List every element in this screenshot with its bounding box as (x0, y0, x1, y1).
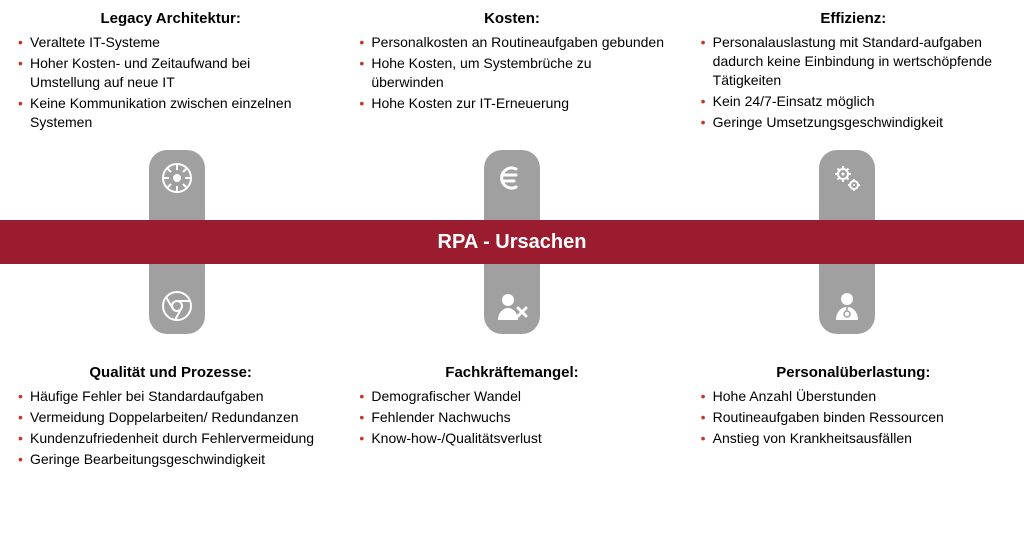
bullets-legacy: Veraltete IT-Systeme Hoher Kosten- und Z… (18, 33, 323, 131)
bullets-fachkraefte: Demografischer Wandel Fehlender Nachwuch… (359, 387, 664, 448)
bullet: Keine Kommunikation zwischen einzelnen S… (18, 94, 323, 132)
top-icon-row (0, 150, 1024, 220)
bullet: Veraltete IT-Systeme (18, 33, 323, 52)
heading-fachkraefte: Fachkräftemangel: (359, 364, 664, 381)
bullet: Hoher Kosten- und Zeitaufwand bei Umstel… (18, 54, 323, 92)
bottom-icon-row (0, 264, 1024, 334)
banner: RPA - Ursachen (0, 220, 1024, 264)
bullet: Geringe Bearbeitungsgeschwindigkeit (18, 450, 323, 469)
bullet: Hohe Kosten zur IT-Erneuerung (359, 94, 664, 113)
bullet: Hohe Kosten, um Systembrüche zu überwind… (359, 54, 664, 92)
bullets-effizienz: Personalauslastung mit Standard-aufgaben… (701, 33, 1006, 131)
doctor-icon (819, 264, 875, 334)
euro-icon (484, 150, 540, 220)
col-fachkraefte: Fachkräftemangel: Demografischer Wandel … (351, 364, 672, 471)
col-legacy: Legacy Architektur: Veraltete IT-Systeme… (10, 10, 331, 150)
top-columns: Legacy Architektur: Veraltete IT-Systeme… (0, 0, 1024, 150)
bullet: Routineaufgaben binden Ressourcen (701, 408, 1006, 427)
bullet: Know-how-/Qualitätsverlust (359, 429, 664, 448)
heading-kosten: Kosten: (359, 10, 664, 27)
bullet: Kundenzufriedenheit durch Fehlervermeidu… (18, 429, 323, 448)
bullet: Personalauslastung mit Standard-aufgaben… (701, 33, 1006, 90)
gears-icon (819, 150, 875, 220)
col-effizienz: Effizienz: Personalauslastung mit Standa… (693, 10, 1014, 150)
bullet: Kein 24/7-Einsatz möglich (701, 92, 1006, 111)
bullet: Geringe Umsetzungsgeschwindigkeit (701, 113, 1006, 132)
heading-personal: Personalüberlastung: (701, 364, 1006, 381)
bullet: Hohe Anzahl Überstunden (701, 387, 1006, 406)
col-qualitaet: Qualität und Prozesse: Häufige Fehler be… (10, 364, 331, 471)
bullet: Fehlender Nachwuchs (359, 408, 664, 427)
empire-icon (149, 150, 205, 220)
bullets-personal: Hohe Anzahl Überstunden Routineaufgaben … (701, 387, 1006, 448)
col-kosten: Kosten: Personalkosten an Routineaufgabe… (351, 10, 672, 150)
heading-qualitaet: Qualität und Prozesse: (18, 364, 323, 381)
bullet: Personalkosten an Routineaufgaben gebund… (359, 33, 664, 52)
bullet: Häufige Fehler bei Standardaufgaben (18, 387, 323, 406)
bullets-qualitaet: Häufige Fehler bei Standardaufgaben Verm… (18, 387, 323, 469)
bottom-columns: Qualität und Prozesse: Häufige Fehler be… (0, 354, 1024, 471)
bullet: Anstieg von Krankheitsausfällen (701, 429, 1006, 448)
chrome-icon (149, 264, 205, 334)
heading-effizienz: Effizienz: (701, 10, 1006, 27)
bullets-kosten: Personalkosten an Routineaufgaben gebund… (359, 33, 664, 113)
bullet: Demografischer Wandel (359, 387, 664, 406)
col-personal: Personalüberlastung: Hohe Anzahl Überstu… (693, 364, 1014, 471)
heading-legacy: Legacy Architektur: (18, 10, 323, 27)
bullet: Vermeidung Doppelarbeiten/ Redundanzen (18, 408, 323, 427)
user-x-icon (484, 264, 540, 334)
